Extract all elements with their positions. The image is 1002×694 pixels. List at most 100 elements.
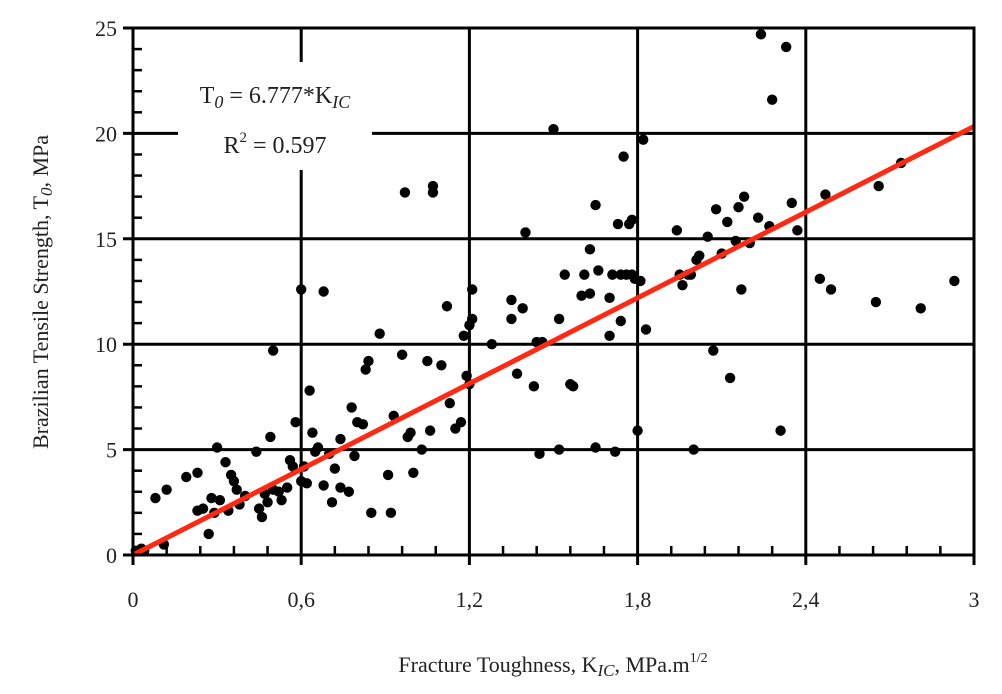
annotation-background [178, 62, 372, 170]
data-point [181, 471, 192, 483]
data-point [567, 381, 579, 392]
data-point [584, 244, 596, 255]
data-point [296, 284, 307, 295]
data-point [604, 292, 615, 304]
data-point [949, 275, 960, 287]
data-point [408, 467, 419, 478]
data-point [486, 339, 498, 350]
data-point [290, 416, 301, 428]
data-point [520, 227, 531, 238]
data-point [253, 503, 265, 514]
data-point [312, 442, 324, 453]
data-point [467, 284, 478, 295]
data-point [436, 360, 447, 371]
data-point [150, 492, 161, 504]
data-point [326, 497, 338, 508]
data-point [576, 290, 587, 301]
data-point [553, 444, 565, 455]
data-point [301, 478, 313, 489]
y-tick-label: 15 [95, 227, 117, 252]
data-point [559, 269, 570, 280]
data-point [256, 511, 268, 523]
data-point [363, 355, 374, 367]
data-point [607, 269, 618, 280]
data-point [755, 29, 767, 40]
data-point [416, 444, 427, 455]
data-point [318, 480, 329, 491]
data-point [335, 433, 346, 445]
data-point [211, 442, 223, 453]
trendline [131, 124, 976, 558]
data-point [870, 296, 882, 308]
data-point [528, 381, 540, 392]
data-point [329, 463, 341, 474]
x-axis-tick-labels: 0 0,6 1,2 1,8 2,4 3 [128, 587, 980, 612]
data-point [265, 431, 276, 443]
data-point [214, 494, 226, 506]
data-point [461, 370, 472, 382]
data-point [694, 250, 705, 261]
data-point [304, 385, 315, 396]
data-point [612, 218, 624, 230]
data-point [820, 189, 831, 200]
data-point [638, 134, 649, 145]
data-point [262, 497, 273, 508]
data-point [273, 486, 284, 497]
data-point [710, 204, 722, 215]
data-point [427, 187, 439, 198]
data-point [318, 286, 329, 297]
data-point [615, 315, 626, 327]
data-point [590, 199, 601, 211]
data-point [511, 368, 523, 379]
data-point [534, 448, 545, 460]
data-point [307, 427, 318, 438]
x-tick-label: 1,8 [624, 587, 652, 612]
x-tick-label: 0,6 [287, 587, 315, 612]
data-point [349, 450, 360, 462]
data-point [724, 372, 736, 384]
data-point [677, 279, 688, 291]
y-axis-title: Brazilian Tensile Strength, T0, MPa [28, 135, 56, 449]
data-point [752, 212, 764, 223]
y-tick-label: 10 [95, 332, 117, 357]
data-point [775, 425, 786, 436]
data-point [396, 349, 408, 360]
data-point [915, 303, 926, 314]
data-point [287, 461, 298, 472]
data-point [455, 416, 467, 428]
data-point [206, 492, 217, 504]
data-point [688, 444, 699, 455]
data-point [374, 328, 385, 339]
data-point [506, 313, 517, 325]
data-point [640, 324, 652, 335]
data-point [335, 482, 346, 493]
data-point [579, 269, 590, 280]
data-point [604, 330, 615, 341]
data-point [399, 187, 411, 198]
data-point [360, 364, 371, 375]
y-axis-tick-labels: 0 5 10 15 20 25 [95, 16, 117, 568]
data-point [281, 482, 293, 493]
data-point [786, 197, 797, 209]
data-point [346, 402, 357, 413]
data-point [458, 330, 469, 341]
data-point [382, 469, 394, 481]
data-point [632, 425, 643, 436]
data-point [590, 442, 601, 453]
data-point [441, 301, 453, 312]
data-point [722, 216, 733, 228]
data-point [702, 231, 713, 242]
y-tick-label: 5 [106, 438, 117, 463]
data-point [405, 427, 416, 438]
data-point [422, 355, 433, 367]
data-point [343, 486, 355, 497]
data-point [197, 503, 209, 514]
y-tick-label: 20 [95, 121, 117, 146]
data-point [231, 484, 242, 495]
data-point [385, 507, 397, 519]
data-point [766, 94, 778, 105]
data-point [517, 303, 528, 314]
data-point [873, 180, 884, 192]
y-tick-label: 25 [95, 16, 117, 41]
data-point [593, 265, 604, 276]
